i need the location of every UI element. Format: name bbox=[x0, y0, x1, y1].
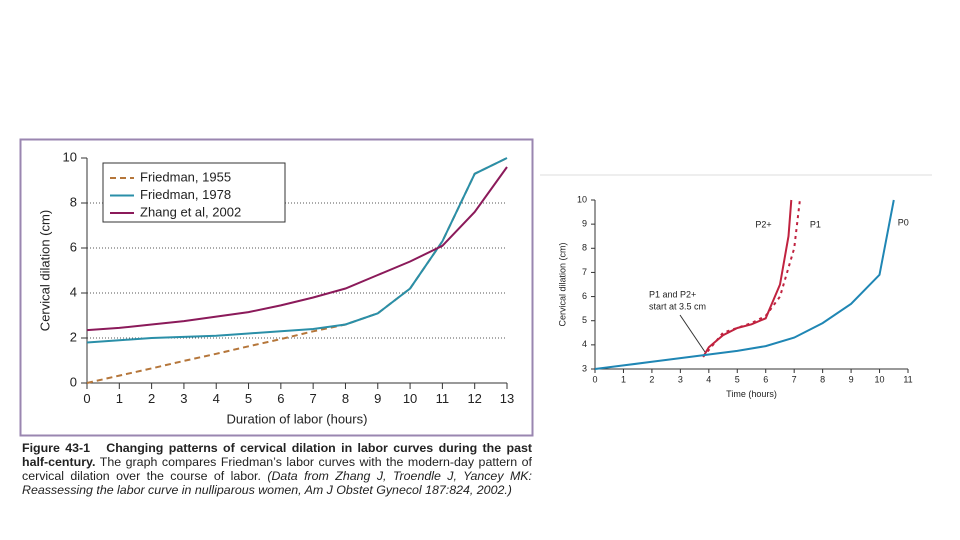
legend-label: Zhang et al, 2002 bbox=[140, 204, 241, 219]
series-line bbox=[702, 199, 801, 358]
x-tick-label: 9 bbox=[374, 391, 381, 406]
caption-title: Changing patterns of cervical dilation i… bbox=[22, 441, 532, 469]
x-tick-label: 4 bbox=[213, 391, 220, 406]
y-tick-label: 4 bbox=[70, 284, 77, 299]
legend-label: Friedman, 1978 bbox=[140, 187, 231, 202]
x-tick-label: 4 bbox=[706, 375, 711, 385]
caption-note: (Data from Zhang J, Troendle J, Yancey M… bbox=[22, 469, 532, 497]
x-tick-label: 6 bbox=[277, 391, 284, 406]
x-tick-label: 2 bbox=[649, 375, 654, 385]
y-tick-label: 5 bbox=[582, 315, 587, 325]
x-tick-label: 9 bbox=[849, 375, 854, 385]
series-label: P0 bbox=[898, 217, 909, 227]
x-tick-label: 11 bbox=[436, 391, 450, 406]
annotation: start at 3.5 cm bbox=[649, 301, 706, 311]
series-label: P2+ bbox=[755, 219, 771, 229]
x-tick-label: 1 bbox=[621, 375, 626, 385]
x-tick-label: 3 bbox=[180, 391, 187, 406]
y-tick-label: 10 bbox=[63, 149, 77, 164]
y-tick-label: 0 bbox=[70, 374, 77, 389]
x-axis-label: Time (hours) bbox=[726, 389, 777, 399]
x-tick-label: 2 bbox=[148, 391, 155, 406]
y-tick-label: 8 bbox=[70, 194, 77, 209]
y-tick-label: 4 bbox=[582, 339, 587, 349]
series-label: P1 bbox=[810, 219, 821, 229]
y-tick-label: 9 bbox=[582, 219, 587, 229]
y-tick-label: 6 bbox=[582, 291, 587, 301]
x-tick-label: 5 bbox=[245, 391, 252, 406]
y-tick-label: 2 bbox=[70, 329, 77, 344]
y-axis-label: Cervical dilation (cm) bbox=[37, 210, 52, 331]
x-tick-label: 7 bbox=[792, 375, 797, 385]
x-tick-label: 12 bbox=[467, 391, 481, 406]
x-tick-label: 13 bbox=[500, 391, 514, 406]
x-tick-label: 7 bbox=[310, 391, 317, 406]
y-tick-label: 7 bbox=[582, 267, 587, 277]
x-tick-label: 5 bbox=[735, 375, 740, 385]
series-line bbox=[86, 157, 508, 384]
annotation: P1 and P2+ bbox=[649, 289, 696, 299]
x-tick-label: 8 bbox=[342, 391, 349, 406]
y-tick-label: 6 bbox=[70, 239, 77, 254]
x-tick-label: 1 bbox=[116, 391, 123, 406]
x-tick-label: 3 bbox=[678, 375, 683, 385]
y-tick-label: 8 bbox=[582, 243, 587, 253]
series-line bbox=[86, 166, 508, 332]
y-tick-label: 10 bbox=[577, 194, 587, 204]
caption-text: The graph compares Friedman’s labor curv… bbox=[22, 455, 533, 483]
caption: Figure 43-1 Changing patterns of cervica… bbox=[22, 441, 532, 497]
annotation-arrow bbox=[679, 314, 706, 353]
legend-label: Friedman, 1955 bbox=[140, 169, 231, 184]
x-tick-label: 11 bbox=[903, 375, 912, 385]
x-tick-label: 10 bbox=[875, 375, 885, 385]
x-axis-label: Duration of labor (hours) bbox=[227, 412, 368, 427]
figure-frame bbox=[19, 138, 534, 437]
caption-label: Figure 43-1 bbox=[22, 441, 91, 455]
x-tick-label: 10 bbox=[403, 391, 417, 406]
y-axis-label: Cervical dilation (cm) bbox=[557, 242, 567, 326]
y-tick-label: 3 bbox=[582, 363, 587, 373]
x-tick-label: 8 bbox=[820, 375, 825, 385]
x-tick-label: 0 bbox=[592, 375, 597, 385]
x-tick-label: 0 bbox=[83, 391, 90, 406]
series-line bbox=[594, 199, 895, 370]
x-tick-label: 6 bbox=[763, 375, 768, 385]
series-line bbox=[702, 199, 793, 358]
